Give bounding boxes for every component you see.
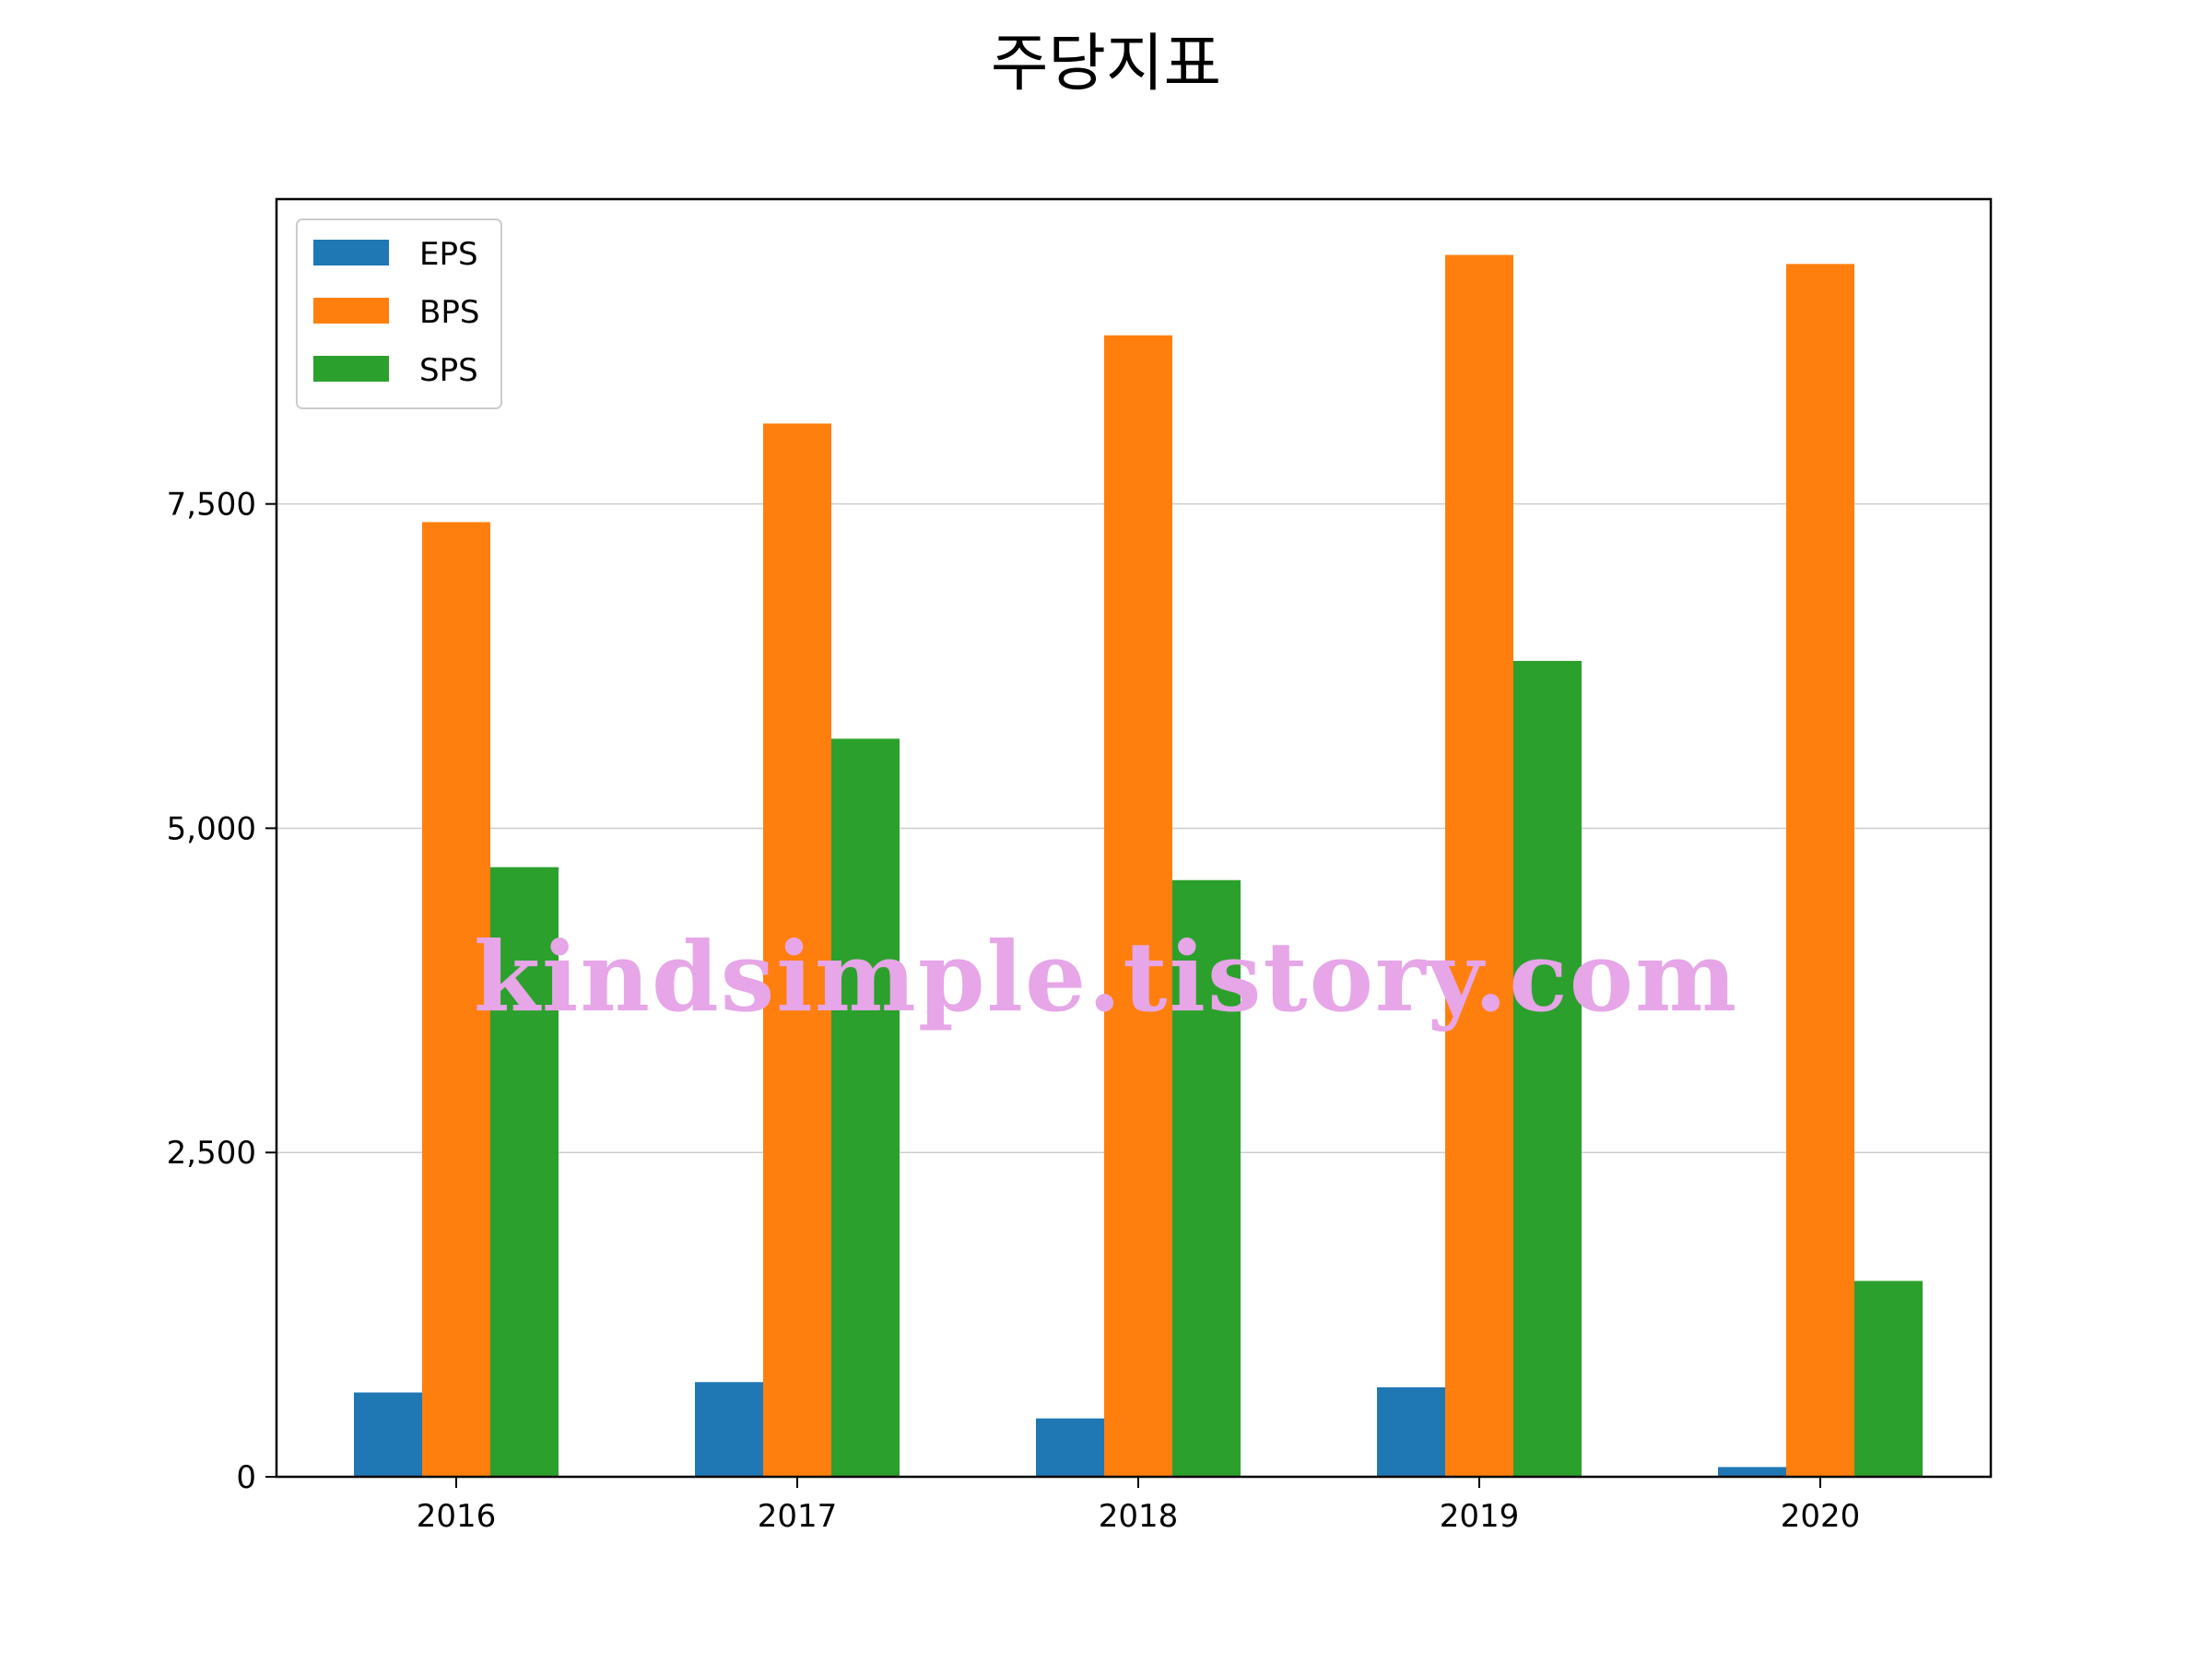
y-tick-label: 2,500: [167, 1135, 256, 1172]
bar-eps-2017: [695, 1382, 763, 1477]
y-axis: 0 2,500 5,000 7,500: [167, 487, 276, 1496]
x-tick-label: 2017: [758, 1498, 838, 1535]
legend-swatch-eps: [313, 240, 389, 265]
x-tick-label: 2018: [1099, 1498, 1179, 1535]
bar-sps-2016: [490, 867, 559, 1477]
bar-eps-2016: [354, 1392, 422, 1477]
legend-swatch-sps: [313, 356, 389, 382]
x-tick-label: 2020: [1781, 1498, 1861, 1535]
chart-title: 주당지표: [991, 28, 1221, 100]
bar-eps-2019: [1377, 1386, 1445, 1477]
x-axis: 2016 2017 2018 2019 2020: [417, 1477, 1861, 1535]
bar-sps-2020: [1854, 1280, 1923, 1477]
plot-frame: [275, 197, 1993, 1479]
bar-bps-2018: [1104, 335, 1172, 1477]
legend-swatch-bps: [313, 298, 389, 324]
bar-sps-2019: [1513, 660, 1582, 1477]
bar-sps-2018: [1172, 879, 1241, 1477]
bar-eps-2020: [1718, 1467, 1786, 1477]
bars: [354, 254, 1923, 1477]
x-tick-label: 2019: [1440, 1498, 1520, 1535]
legend-label-eps: EPS: [419, 236, 478, 273]
y-tick-label: 7,500: [167, 487, 256, 524]
bar-bps-2016: [422, 522, 490, 1477]
legend-label-sps: SPS: [419, 352, 478, 389]
bar-sps-2017: [831, 738, 900, 1477]
x-tick-label: 2016: [417, 1498, 497, 1535]
bar-eps-2018: [1036, 1418, 1104, 1477]
y-tick-label: 0: [236, 1459, 256, 1496]
bar-bps-2019: [1445, 254, 1513, 1477]
legend-label-bps: BPS: [419, 294, 479, 331]
bar-bps-2020: [1786, 264, 1854, 1477]
bar-bps-2017: [763, 423, 831, 1477]
legend: EPS BPS SPS: [296, 218, 502, 409]
y-tick-label: 5,000: [167, 810, 256, 847]
